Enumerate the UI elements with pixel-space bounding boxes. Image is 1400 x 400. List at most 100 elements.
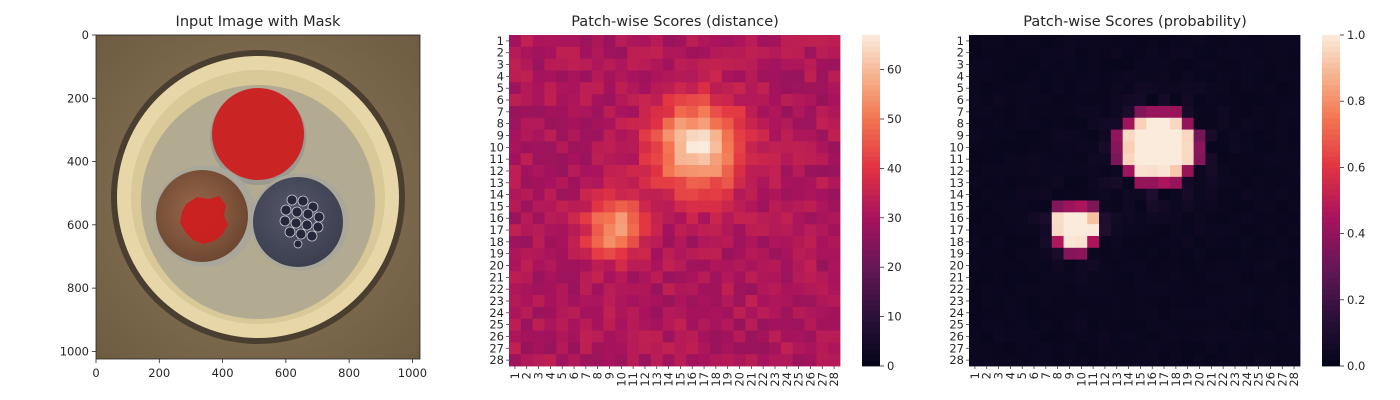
heatmap-cell: [556, 330, 569, 343]
heatmap-cell: [579, 330, 593, 343]
heatmap-cell: [1193, 247, 1206, 261]
heatmap-cell: [709, 283, 723, 296]
heatmap-cell: [532, 295, 545, 308]
heatmap-cell: [1122, 354, 1135, 367]
col-label: 1: [968, 372, 982, 379]
heatmap-cell: [1122, 212, 1135, 225]
heatmap-cell: [721, 342, 735, 355]
heatmap-cell: [721, 153, 735, 166]
col-label: 6: [1027, 372, 1041, 379]
heatmap-cell: [1087, 212, 1100, 225]
heatmap-cell: [745, 318, 758, 331]
heatmap-cell: [1240, 330, 1254, 343]
heatmap-cell: [520, 70, 534, 83]
heatmap-cell: [544, 306, 557, 320]
heatmap-cell: [745, 295, 758, 308]
heatmap-cell: [568, 342, 581, 355]
heatmap-cell: [980, 153, 994, 166]
heatmap-cell: [992, 35, 1005, 48]
heatmap-cell: [1028, 212, 1041, 225]
heatmap-cell: [816, 295, 829, 308]
heatmap-cell: [1063, 235, 1076, 249]
colorbar-segment: [862, 90, 880, 97]
heatmap-cell: [615, 82, 628, 95]
heatmap-cell: [627, 188, 640, 201]
heatmap-cell: [1229, 35, 1242, 48]
heatmap-cell: [780, 58, 794, 71]
heatmap-cell: [509, 271, 522, 284]
colorbar-segment: [862, 261, 880, 268]
heatmap-cell: [674, 318, 687, 331]
heatmap-cell: [520, 200, 534, 213]
heatmap-cell: [532, 141, 545, 154]
heatmap-cell: [520, 283, 534, 296]
row-label: 26: [949, 329, 964, 343]
heatmap-cell: [591, 188, 604, 201]
heatmap-cell: [639, 141, 652, 154]
heatmap-cell: [627, 82, 640, 95]
heatmap-cell: [1181, 354, 1195, 367]
heatmap-cell: [1110, 82, 1124, 95]
heatmap-cell: [509, 212, 522, 225]
heatmap-cell: [1252, 188, 1265, 201]
row-label: 25: [489, 318, 504, 332]
row-label: 4: [497, 69, 504, 83]
row-label: 28: [949, 353, 964, 367]
heatmap-cell: [509, 105, 522, 119]
heatmap-cell: [1004, 200, 1017, 213]
heatmap-cell: [556, 94, 569, 107]
heatmap-cell: [1217, 318, 1230, 331]
heatmap-cell: [1217, 200, 1230, 213]
heatmap-cell: [579, 35, 593, 48]
heatmap-cell: [603, 117, 616, 130]
heatmap-cell: [579, 94, 593, 107]
heatmap-cell: [992, 354, 1005, 367]
heatmap-cell: [532, 188, 545, 201]
heatmap-cell: [1122, 247, 1135, 261]
heatmap-cell: [1240, 295, 1254, 308]
heatmap-cell: [757, 318, 770, 331]
heatmap-cell: [733, 141, 746, 154]
heatmap-cell: [650, 188, 664, 201]
heatmap-cell: [556, 82, 569, 95]
heatmap-cell: [828, 165, 841, 178]
heatmap-cell: [1229, 165, 1242, 178]
heatmap-cell: [1240, 354, 1254, 367]
heatmap-cell: [1063, 153, 1076, 166]
probability-heatmap-row-labels: 1234567891011121314151617181920212223242…: [949, 34, 969, 367]
heatmap-cell: [1240, 200, 1254, 213]
heatmap-cell: [721, 46, 735, 60]
heatmap-cell: [698, 176, 711, 190]
heatmap-cell: [1110, 70, 1124, 83]
heatmap-cell: [1016, 188, 1029, 201]
heatmap-cell: [1087, 188, 1100, 201]
heatmap-cell: [1075, 117, 1088, 130]
heatmap-cell: [615, 58, 628, 71]
heatmap-cell: [532, 283, 545, 296]
y-tick-label: 200: [67, 91, 89, 105]
colorbar-segment: [862, 244, 880, 251]
heatmap-cell: [1229, 354, 1242, 367]
heatmap-cell: [520, 306, 534, 320]
heatmap-cell: [639, 35, 652, 48]
heatmap-cell: [992, 165, 1005, 178]
x-tick-label: 600: [275, 366, 297, 380]
row-label: 13: [949, 176, 964, 190]
heatmap-cell: [1276, 153, 1289, 166]
colorbar-segment: [1322, 139, 1340, 146]
heatmap-cell: [650, 153, 664, 166]
heatmap-cell: [828, 70, 841, 83]
heatmap-cell: [1146, 306, 1159, 320]
heatmap-cell: [650, 224, 664, 237]
row-label: 3: [957, 58, 964, 72]
heatmap-cell: [816, 165, 829, 178]
heatmap-cell: [568, 94, 581, 107]
heatmap-cell: [780, 224, 794, 237]
heatmap-cell: [1075, 35, 1088, 48]
colorbar-segment: [862, 172, 880, 179]
heatmap-cell: [1004, 283, 1017, 296]
row-label: 15: [949, 199, 964, 213]
heatmap-cell: [1099, 117, 1112, 130]
heatmap-cell: [674, 200, 687, 213]
heatmap-cell: [1087, 200, 1100, 213]
